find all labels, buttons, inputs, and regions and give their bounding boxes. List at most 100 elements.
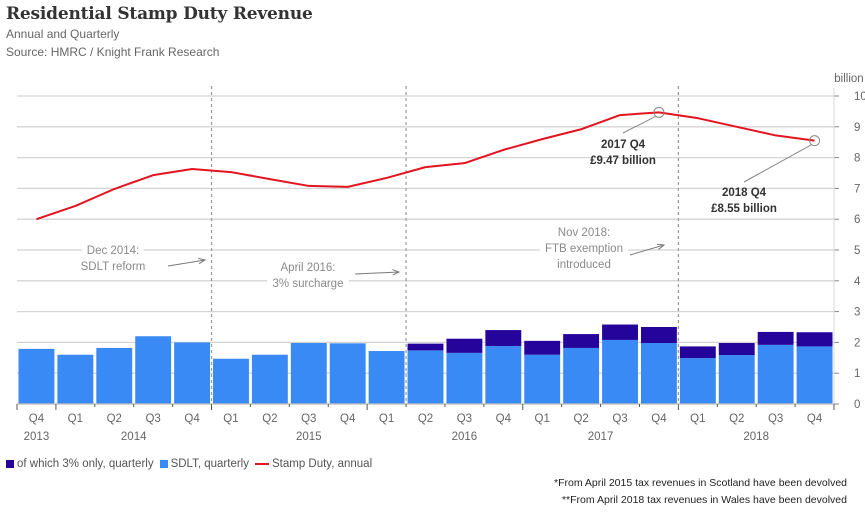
y-tick-label: 4 xyxy=(854,276,861,288)
legend-swatch-annual xyxy=(254,463,269,465)
bar-surcharge xyxy=(563,334,600,348)
x-tick-label: Q1 xyxy=(68,413,83,425)
event-arrow-line xyxy=(629,244,665,256)
bar-sdlt xyxy=(18,348,55,404)
x-tick-label: Q2 xyxy=(262,413,277,425)
gridlines xyxy=(17,95,834,374)
axes: 0 1 2 3 4 5 6 7 8 9 10 billion Q4 Q1 Q2 Q3 Q4 Q1 Q2 Q3 Q4 Q1 Q… xyxy=(16,73,865,443)
y-tick-label: 1 xyxy=(854,368,860,380)
x-tick-label: Q2 xyxy=(729,413,744,425)
chart-title: Residential Stamp Duty Revenue xyxy=(6,4,313,24)
bar-surcharge xyxy=(796,332,833,347)
footnote-wales: **From April 2018 tax revenues in Wales … xyxy=(561,494,847,506)
bar-surcharge xyxy=(757,331,794,345)
y-axis-unit-label: billion xyxy=(834,73,863,85)
event-label: Nov 2018: xyxy=(558,227,610,239)
x-year-label: 2016 xyxy=(452,431,478,443)
x-tick-label: Q1 xyxy=(690,413,705,425)
event-arrow-head xyxy=(392,269,401,276)
legend-swatch-surcharge xyxy=(6,460,14,468)
x-tick-label: Q1 xyxy=(223,413,238,425)
x-tick-label: Q3 xyxy=(612,413,627,425)
y-tick-label: 7 xyxy=(854,183,860,195)
y-tick-label: 6 xyxy=(854,214,860,226)
x-tick-label: Q4 xyxy=(29,413,45,425)
callouts: 2017 Q4 £9.47 billion 2018 Q4 £8.55 billion xyxy=(590,106,821,215)
y-tick-label: 5 xyxy=(854,245,860,257)
callout-marker xyxy=(809,135,821,147)
event-label: Dec 2014: xyxy=(87,245,139,257)
legend-label-annual: Stamp Duty, annual xyxy=(271,458,373,470)
event-arrow-line xyxy=(354,271,400,275)
event-label-bg xyxy=(82,243,144,257)
event-label: introduced xyxy=(557,259,611,271)
event-label: 3% surcharge xyxy=(273,278,344,290)
bar-sdlt xyxy=(57,354,94,404)
x-tick-label: Q4 xyxy=(807,413,823,425)
bar-sdlt xyxy=(679,358,716,404)
y-tick-label: 10 xyxy=(854,91,865,103)
legend-swatch-sdlt xyxy=(159,460,168,468)
bar-sdlt xyxy=(251,354,288,404)
callout-label: £8.55 billion xyxy=(711,203,777,215)
x-year-label: 2013 xyxy=(24,431,50,443)
y-tick-label: 9 xyxy=(854,122,860,134)
legend: of which 3% only, quarterly SDLT, quarte… xyxy=(6,458,374,470)
callout-label: 2018 Q4 xyxy=(722,187,767,199)
y-tick-label: 3 xyxy=(854,307,860,319)
bar-sdlt xyxy=(563,347,600,404)
bar-sdlt xyxy=(796,346,833,404)
legend-item-annual: Stamp Duty, annual xyxy=(254,458,373,470)
event-arrow-head xyxy=(656,243,666,250)
bar-sdlt xyxy=(135,336,172,404)
y-tick-label: 0 xyxy=(854,399,860,411)
bar-surcharge xyxy=(446,338,483,353)
bar-surcharge xyxy=(718,343,755,356)
x-tick-label: Q2 xyxy=(573,413,588,425)
event-label-bg xyxy=(267,276,349,290)
x-tick-label: Q3 xyxy=(145,413,160,425)
y-tick-label: 2 xyxy=(854,337,860,349)
x-tick-label: Q2 xyxy=(107,413,122,425)
chart-subtitle: Annual and Quarterly xyxy=(6,27,120,41)
bars xyxy=(18,324,833,404)
bar-sdlt xyxy=(524,354,561,404)
event-lines: Dec 2014: SDLT reform April 2016: 3% surcha… xyxy=(75,86,679,404)
bar-sdlt xyxy=(602,339,638,404)
footnote-scotland: *From April 2015 tax revenues in Scotlan… xyxy=(553,477,847,489)
bar-surcharge xyxy=(602,324,638,340)
callout-leader xyxy=(743,144,812,183)
bar-sdlt xyxy=(718,355,755,404)
event-label-bg xyxy=(550,257,618,271)
bar-surcharge xyxy=(679,346,716,359)
bar-sdlt xyxy=(174,342,211,404)
event-label: FTB exemption xyxy=(545,243,623,255)
callout-label: 2017 Q4 xyxy=(601,139,646,151)
bar-sdlt xyxy=(757,344,794,404)
x-tick-label: Q1 xyxy=(379,413,394,425)
bar-sdlt xyxy=(368,351,405,404)
event-label-bg xyxy=(539,241,629,255)
legend-label-sdlt: SDLT, quarterly xyxy=(170,458,249,470)
x-year-label: 2015 xyxy=(296,431,322,443)
event-arrow-head xyxy=(198,257,207,265)
x-tick-label: Q4 xyxy=(651,413,667,425)
event-arrow-line xyxy=(167,259,206,267)
event-label: April 2016: xyxy=(281,262,336,274)
bar-sdlt xyxy=(407,350,444,404)
event-label-bg xyxy=(553,225,615,239)
x-year-label: 2014 xyxy=(121,431,147,443)
bar-sdlt xyxy=(213,358,249,404)
x-tick-label: Q4 xyxy=(496,413,512,425)
bar-surcharge xyxy=(485,330,522,347)
y-tick-label: 8 xyxy=(854,153,860,165)
bar-sdlt xyxy=(446,352,483,404)
event-label-bg xyxy=(270,260,346,274)
x-year-label: 2017 xyxy=(588,431,614,443)
x-tick-label: Q3 xyxy=(301,413,316,425)
x-tick-label: Q4 xyxy=(340,413,356,425)
x-tick-label: Q3 xyxy=(457,413,472,425)
x-tick-label: Q4 xyxy=(184,413,200,425)
event-label: SDLT reform xyxy=(81,261,146,273)
legend-label-surcharge: of which 3% only, quarterly xyxy=(17,458,154,470)
